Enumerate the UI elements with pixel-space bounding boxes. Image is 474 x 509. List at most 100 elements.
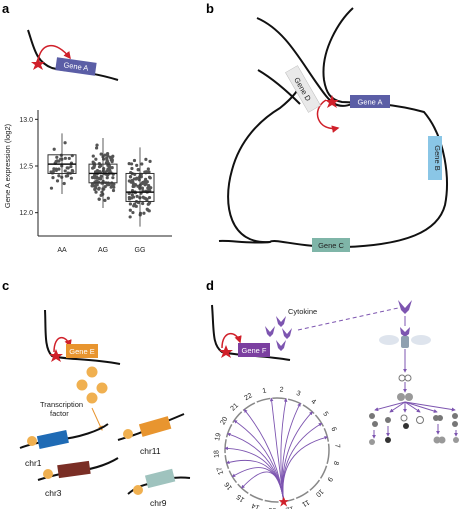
tf-label-line2: factor [50, 409, 69, 418]
snp-star-icon [325, 95, 339, 108]
circos-chromosome-label: 21 [230, 402, 241, 413]
gene-d-box: Gene D [285, 65, 321, 113]
circos-chromosome-label: 10 [314, 487, 325, 498]
data-point [144, 197, 148, 201]
gene-f-label: Gene F [241, 346, 266, 355]
data-point [146, 167, 150, 171]
transcription-factor-dots [76, 366, 108, 404]
circos-link [282, 435, 329, 502]
circos-link [282, 411, 313, 502]
data-point [51, 176, 55, 180]
gene-b-label: Gene B [433, 145, 442, 170]
data-point [65, 166, 69, 170]
data-point [97, 186, 101, 190]
data-point [132, 177, 136, 181]
snp-star-icon [31, 57, 45, 70]
panel-label-d: d [206, 278, 214, 293]
circos-link [282, 422, 323, 502]
data-point [130, 188, 135, 193]
data-point [141, 181, 146, 185]
circos-chromosome-label: 20 [220, 416, 230, 426]
snp-star-icon [219, 345, 233, 358]
y-ticks: 12.0 12.5 13.0 [19, 117, 38, 217]
data-point [54, 160, 58, 164]
data-point [147, 175, 152, 179]
cytokine-chevrons [265, 316, 292, 351]
chr1-locus: chr1 [19, 423, 109, 468]
boxes [47, 133, 155, 227]
data-point [91, 184, 95, 188]
data-point [97, 161, 101, 166]
snp-star-icon [49, 349, 63, 362]
circos-chromosome-label: 15 [236, 493, 247, 503]
chr3-locus: chr3 [37, 457, 119, 498]
gene-b-box: Gene B [428, 136, 442, 180]
data-point [63, 141, 67, 145]
snp-star-icon [278, 496, 289, 507]
x-tick-label: GG [135, 247, 146, 254]
panel-d-locus: Gene F Cytokine [211, 300, 459, 509]
data-point [128, 175, 133, 179]
data-point [143, 170, 147, 174]
data-point [95, 183, 99, 187]
circos-chromosome-label: 2 [279, 387, 284, 394]
circos-chromosome-label: 8 [332, 460, 340, 465]
circos-chromosome-label: 11 [301, 498, 311, 508]
data-point [109, 158, 113, 162]
chr9-label: chr9 [150, 498, 167, 508]
circos-chromosome-label: 19 [214, 432, 223, 441]
data-point [127, 195, 131, 200]
data-point [132, 184, 136, 188]
data-point [106, 167, 111, 171]
y-tick-label: 12.0 [19, 210, 33, 217]
data-point [129, 162, 134, 166]
data-point [49, 186, 54, 190]
data-point [131, 210, 135, 215]
data-point [94, 146, 99, 150]
box-AA [47, 133, 77, 194]
circos-chromosome-label: 4 [310, 398, 317, 406]
data-point [90, 175, 95, 180]
data-point [144, 157, 148, 161]
panel-a-boxplot: Gene A expression (log2) 12.0 12.5 13.0 AA… [3, 110, 172, 254]
chr1-label: chr1 [25, 458, 42, 468]
data-point [132, 158, 137, 163]
data-point [110, 155, 114, 159]
data-point [67, 156, 71, 161]
data-point [131, 195, 136, 199]
circos-chromosome-label: 1 [262, 387, 267, 395]
box-GG [125, 147, 155, 227]
x-ticks: AA AG GG [57, 247, 145, 254]
gene-a-label-b: Gene A [357, 98, 382, 107]
data-point [132, 204, 136, 208]
data-point [106, 196, 110, 200]
data-point [99, 174, 103, 179]
circos-chromosome-label: 12 [285, 504, 294, 509]
data-point [95, 168, 100, 173]
data-point [52, 167, 56, 171]
circos-chromosome-label: 5 [321, 411, 329, 418]
panel-label-c: c [2, 278, 9, 293]
gene-e-label: Gene E [69, 347, 94, 356]
gene-c-label: Gene C [318, 241, 344, 250]
data-point [128, 215, 132, 219]
data-point [97, 197, 101, 201]
data-point [93, 173, 97, 177]
data-point [95, 143, 99, 147]
data-point [93, 187, 97, 191]
data-point [50, 171, 55, 175]
data-point [55, 179, 60, 183]
data-point [144, 179, 148, 183]
data-point [91, 154, 95, 158]
data-point [105, 159, 110, 164]
gene-c-box: Gene C [312, 238, 350, 252]
data-point [134, 204, 138, 208]
circos-link [280, 398, 288, 502]
data-point [128, 208, 132, 212]
data-point [145, 207, 149, 211]
tf-label-line1: Transcription [40, 400, 83, 409]
data-point [127, 162, 131, 166]
data-point [52, 147, 56, 151]
data-point [59, 157, 63, 161]
